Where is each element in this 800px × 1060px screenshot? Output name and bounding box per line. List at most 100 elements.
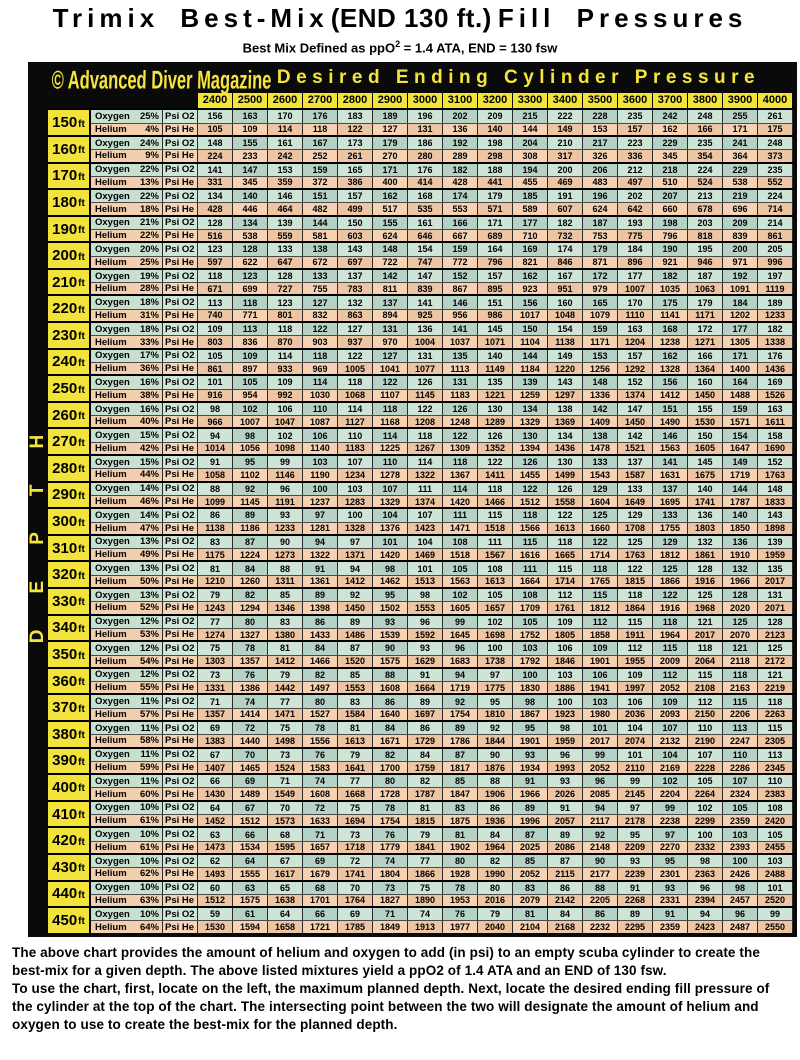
value-cell: 126 <box>408 376 443 389</box>
value-cell: 100 <box>548 695 583 708</box>
value-cell: 110 <box>758 775 793 788</box>
depth-group: 260 ft Oxygen 16% Psi O2 98 102 106 110 114 118 122… <box>48 400 793 428</box>
depth-value: 240 <box>52 353 78 371</box>
value-cell: 122 <box>513 482 548 495</box>
gas-name: Helium <box>95 363 127 375</box>
depth-cell: 420 ft <box>48 828 91 853</box>
psi-unit-cell: Psi He <box>163 230 198 242</box>
gas-label-cell: Oxygen 13% <box>91 589 163 602</box>
value-cell: 128 <box>758 615 793 628</box>
value-cell: 222 <box>548 110 583 123</box>
depth-unit: ft <box>78 756 85 768</box>
value-cell: 469 <box>548 176 583 189</box>
value-cell: 1785 <box>338 921 373 933</box>
depth-cell: 240 ft <box>48 349 91 375</box>
value-cell: 1787 <box>408 788 443 800</box>
gas-name: Oxygen <box>95 855 130 867</box>
value-cell: 1911 <box>618 628 653 641</box>
value-cell: 130 <box>478 402 513 416</box>
value-cell: 114 <box>268 349 303 362</box>
value-cell: 151 <box>478 296 513 309</box>
psi-unit-cell: Psi O2 <box>163 509 198 522</box>
value-cell: 129 <box>583 482 618 495</box>
gas-rows: Oxygen 11% Psi O2 69 72 75 78 81 84 86 89 92 95 98 101… <box>91 721 793 747</box>
value-cell: 2488 <box>758 868 793 880</box>
value-cell: 148 <box>198 136 233 150</box>
gas-label-cell: Helium 59% <box>91 761 163 774</box>
value-cell: 1407 <box>198 761 233 774</box>
value-cell: 173 <box>338 136 373 150</box>
value-cell: 1329 <box>373 495 408 508</box>
value-cell: 696 <box>723 203 758 215</box>
depth-value: 370 <box>52 699 78 717</box>
value-cell: 1171 <box>583 336 618 348</box>
value-cell: 753 <box>583 230 618 242</box>
value-cell: 755 <box>303 283 338 295</box>
gas-label-cell: Oxygen 11% <box>91 695 163 708</box>
value-cell: 2286 <box>723 761 758 774</box>
value-cell: 1221 <box>478 389 513 401</box>
value-cell: 1502 <box>373 602 408 614</box>
value-cell: 1273 <box>268 549 303 561</box>
value-cell: 1875 <box>443 815 478 827</box>
gas-rows: Oxygen 12% Psi O2 73 76 79 82 85 88 91 94 97 100 103 1… <box>91 668 793 694</box>
gas-percent: 31% <box>139 309 159 321</box>
psi-unit-cell: Psi O2 <box>163 908 198 921</box>
gas-rows: Oxygen 11% Psi O2 66 69 71 74 77 80 82 85 88 91 93 96 9… <box>91 775 793 800</box>
value-cell: 714 <box>758 203 793 215</box>
value-cell: 191 <box>548 190 583 203</box>
helium-row: Helium 59% Psi He 1407 1465 1524 1583 1641 1700 1… <box>91 760 793 774</box>
oxygen-row: Oxygen 11% Psi O2 67 70 73 76 79 82 84 87 90 93 96 99 1… <box>91 748 793 761</box>
value-cell: 103 <box>723 828 758 841</box>
pressure-header-cell: 4000 <box>758 93 792 109</box>
psi-unit-cell: Psi He <box>163 416 198 428</box>
gas-name: Helium <box>95 894 127 906</box>
gas-percent: 14% <box>139 483 159 495</box>
footer-line: best-mix for a given depth. The above li… <box>12 962 667 978</box>
value-cell: 727 <box>268 283 303 295</box>
value-cell: 224 <box>198 150 233 162</box>
value-cell: 1220 <box>548 362 583 375</box>
gas-name: Oxygen <box>95 536 130 548</box>
value-cell: 2108 <box>688 682 723 694</box>
value-cell: 2123 <box>758 628 793 641</box>
value-cell: 189 <box>373 110 408 123</box>
value-cell: 1786 <box>443 735 478 747</box>
depth-cell: 310 ft <box>48 535 91 561</box>
value-cell: 1592 <box>408 628 443 641</box>
footer-line: the cylinder at the top of the chart. Th… <box>12 998 759 1014</box>
value-cell: 1765 <box>583 575 618 588</box>
oxygen-row: Oxygen 22% Psi O2 134 140 146 151 157 162 168 174 1… <box>91 190 793 203</box>
value-cell: 144 <box>303 216 338 229</box>
value-cell: 71 <box>268 775 303 788</box>
gas-name: Helium <box>95 496 127 508</box>
value-cell: 122 <box>618 562 653 575</box>
psi-unit-cell: Psi O2 <box>163 296 198 309</box>
value-cell: 1327 <box>233 628 268 641</box>
value-cell: 895 <box>478 283 513 295</box>
value-cell: 177 <box>618 269 653 283</box>
value-cell: 98 <box>688 854 723 868</box>
helium-row: Helium 25% Psi He 597 622 647 672 697 722 747 772 7… <box>91 255 793 268</box>
value-cell: 68 <box>268 828 303 841</box>
value-cell: 2268 <box>618 894 653 907</box>
value-cell: 2455 <box>758 841 793 853</box>
value-cell: 118 <box>373 402 408 416</box>
value-cell: 169 <box>513 243 548 256</box>
value-cell: 722 <box>373 256 408 268</box>
value-cell: 228 <box>583 110 618 123</box>
value-cell: 148 <box>583 376 618 389</box>
value-cell: 109 <box>548 615 583 628</box>
value-cell: 159 <box>303 163 338 176</box>
gas-name: Helium <box>95 788 127 800</box>
depth-value: 250 <box>52 380 78 398</box>
depth-unit: ft <box>78 171 85 183</box>
depth-unit: ft <box>78 278 85 290</box>
depth-value: 220 <box>52 300 78 318</box>
psi-unit-cell: Psi O2 <box>163 349 198 362</box>
psi-unit-cell: Psi He <box>163 735 198 747</box>
value-cell: 1248 <box>443 416 478 428</box>
value-cell: 1063 <box>688 283 723 295</box>
value-cell: 1186 <box>233 522 268 534</box>
value-cell: 67 <box>233 801 268 815</box>
